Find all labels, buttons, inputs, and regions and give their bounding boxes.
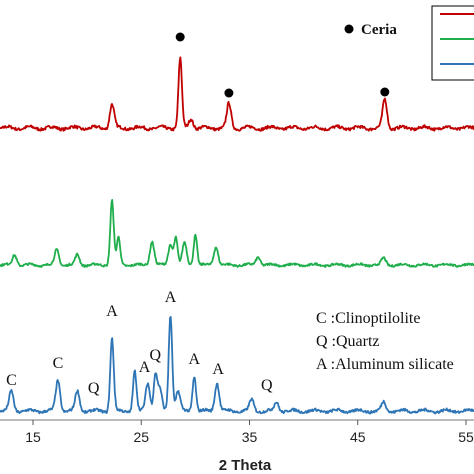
series-legend (431, 5, 474, 81)
key-quartz: Q :Quartz (316, 333, 380, 350)
ceria-peak-marker (380, 87, 390, 97)
ceria-legend: Ceria (344, 22, 397, 38)
x-axis-label: 2 Theta (219, 457, 272, 474)
x-axis: 15 25 35 45 55 (0, 419, 474, 445)
phase-letter-a: A (139, 359, 151, 376)
key-clinoptilolite: C :Clinoptilolite (316, 310, 420, 327)
xrd-traces (0, 56, 474, 415)
x-tick-label: 15 (25, 429, 41, 445)
key-aluminum-silicate: A :Aluminum silicate (316, 356, 454, 373)
series-line-1 (0, 56, 474, 132)
ceria-label: Ceria (361, 22, 397, 38)
ceria-dot-icon (344, 24, 354, 34)
x-tick-label: 45 (350, 429, 366, 445)
series-line-2 (0, 198, 474, 268)
phase-letter-q: Q (261, 377, 273, 394)
phase-letter-q: Q (150, 347, 162, 364)
phase-letter-a: A (212, 361, 224, 378)
ceria-peak-marker (224, 88, 234, 98)
ceria-markers (175, 32, 390, 98)
phase-letter-c: C (6, 372, 17, 389)
x-tick-label: 35 (242, 429, 258, 445)
phase-letter-a: A (189, 351, 201, 368)
x-tick-label: 25 (133, 429, 149, 445)
phase-letter-q: Q (88, 380, 100, 397)
phase-letter-a: A (165, 289, 177, 306)
phase-letter-a: A (106, 303, 118, 320)
phase-key: C :Clinoptilolite Q :Quartz A :Aluminum … (316, 310, 454, 373)
ceria-peak-marker (175, 32, 185, 42)
legend-box (431, 5, 474, 81)
x-tick-label: 55 (458, 429, 474, 445)
series-line-3 (0, 315, 474, 415)
phase-letter-c: C (53, 355, 64, 372)
